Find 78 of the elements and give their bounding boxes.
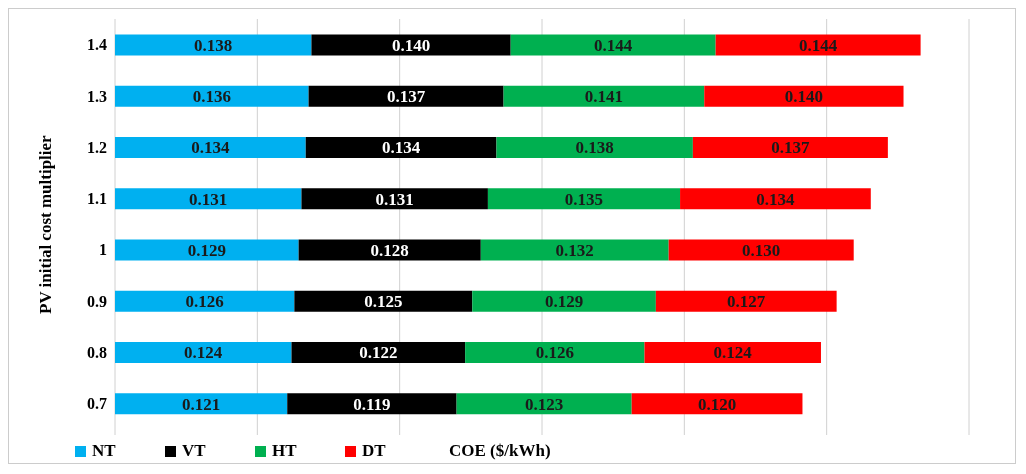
bar xyxy=(308,85,504,107)
bar xyxy=(472,290,656,312)
data-label: 0.136 xyxy=(192,87,231,107)
bar xyxy=(311,34,511,56)
bar xyxy=(287,393,457,415)
bar xyxy=(668,239,854,261)
data-label: 0.135 xyxy=(564,189,604,209)
bar xyxy=(655,290,837,312)
bar xyxy=(715,34,921,56)
data-label: 0.138 xyxy=(575,138,614,158)
bar xyxy=(115,136,306,158)
data-label: 0.138 xyxy=(194,35,233,55)
data-label: 0.124 xyxy=(184,343,223,363)
y-tick-label: 1.4 xyxy=(87,36,107,54)
legend-label: HT xyxy=(271,441,298,461)
y-tick-label: 1.1 xyxy=(87,190,107,208)
bar xyxy=(115,393,288,415)
data-label: 0.129 xyxy=(544,292,584,312)
data-label: 0.141 xyxy=(584,87,624,107)
bar xyxy=(503,85,705,107)
data-label: 0.122 xyxy=(359,343,398,363)
bar xyxy=(480,239,669,261)
data-label: 0.137 xyxy=(386,87,426,107)
bar xyxy=(680,188,871,210)
y-axis-title: PV initial cost multiplier xyxy=(36,134,56,314)
bar xyxy=(644,341,821,363)
data-label: 0.120 xyxy=(697,394,737,414)
bar xyxy=(305,136,497,158)
data-label: 0.140 xyxy=(784,87,824,107)
legend-label: NT xyxy=(91,441,117,461)
bar xyxy=(692,136,888,158)
bar xyxy=(294,290,473,312)
y-tick-label: 0.7 xyxy=(87,395,107,413)
data-label: 0.123 xyxy=(525,394,564,414)
y-tick-label: 1 xyxy=(99,241,107,259)
data-label: 0.134 xyxy=(756,189,796,209)
data-label: 0.140 xyxy=(391,35,431,55)
data-label: 0.144 xyxy=(594,35,633,55)
bar xyxy=(115,341,292,363)
bar xyxy=(115,188,302,210)
bar xyxy=(115,85,309,107)
data-label: 0.126 xyxy=(535,343,574,363)
y-tick-label: 1.2 xyxy=(87,138,107,156)
bar xyxy=(301,188,488,210)
bar xyxy=(487,188,681,210)
legend-label: DT xyxy=(361,441,387,461)
bar xyxy=(631,393,803,415)
y-tick-label: 0.9 xyxy=(87,292,107,310)
x-axis-title: COE ($/kWh) xyxy=(449,441,551,461)
bar xyxy=(465,341,645,363)
data-label: 0.130 xyxy=(742,240,781,260)
data-label: 0.124 xyxy=(713,343,753,363)
y-tick-label: 1.3 xyxy=(87,87,107,105)
bar xyxy=(510,34,716,56)
data-label: 0.121 xyxy=(181,394,221,414)
bar xyxy=(704,85,904,107)
data-label: 0.131 xyxy=(189,189,228,209)
data-label: 0.134 xyxy=(191,138,230,158)
bar xyxy=(298,239,481,261)
data-label: 0.144 xyxy=(799,35,838,55)
bar xyxy=(496,136,693,158)
data-label: 0.132 xyxy=(555,240,594,260)
data-label: 0.125 xyxy=(364,292,403,312)
bar xyxy=(291,341,466,363)
data-label: 0.134 xyxy=(381,138,421,158)
data-label: 0.128 xyxy=(370,240,409,260)
data-label: 0.137 xyxy=(771,138,810,158)
data-label: 0.126 xyxy=(185,292,224,312)
legend-label: VT xyxy=(181,441,207,461)
data-label: 0.131 xyxy=(375,189,414,209)
bar xyxy=(115,34,312,56)
bar xyxy=(115,290,295,312)
data-label: 0.127 xyxy=(727,292,766,312)
data-label: 0.129 xyxy=(187,240,226,260)
bar xyxy=(115,239,299,261)
bar xyxy=(456,393,632,415)
data-label: 0.119 xyxy=(353,394,391,414)
y-tick-label: 0.8 xyxy=(87,343,107,361)
